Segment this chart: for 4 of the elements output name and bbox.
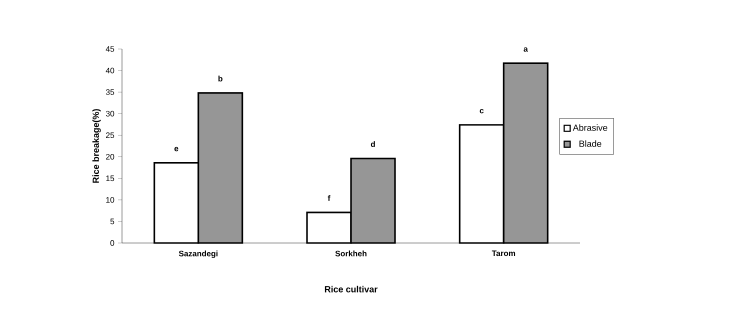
y-axis-title: Rice breakage(%) <box>92 109 101 183</box>
legend-label: Abrasive <box>572 124 608 131</box>
legend-label: Blade <box>579 140 602 147</box>
x-axis-title: Rice cultivar <box>324 286 378 292</box>
